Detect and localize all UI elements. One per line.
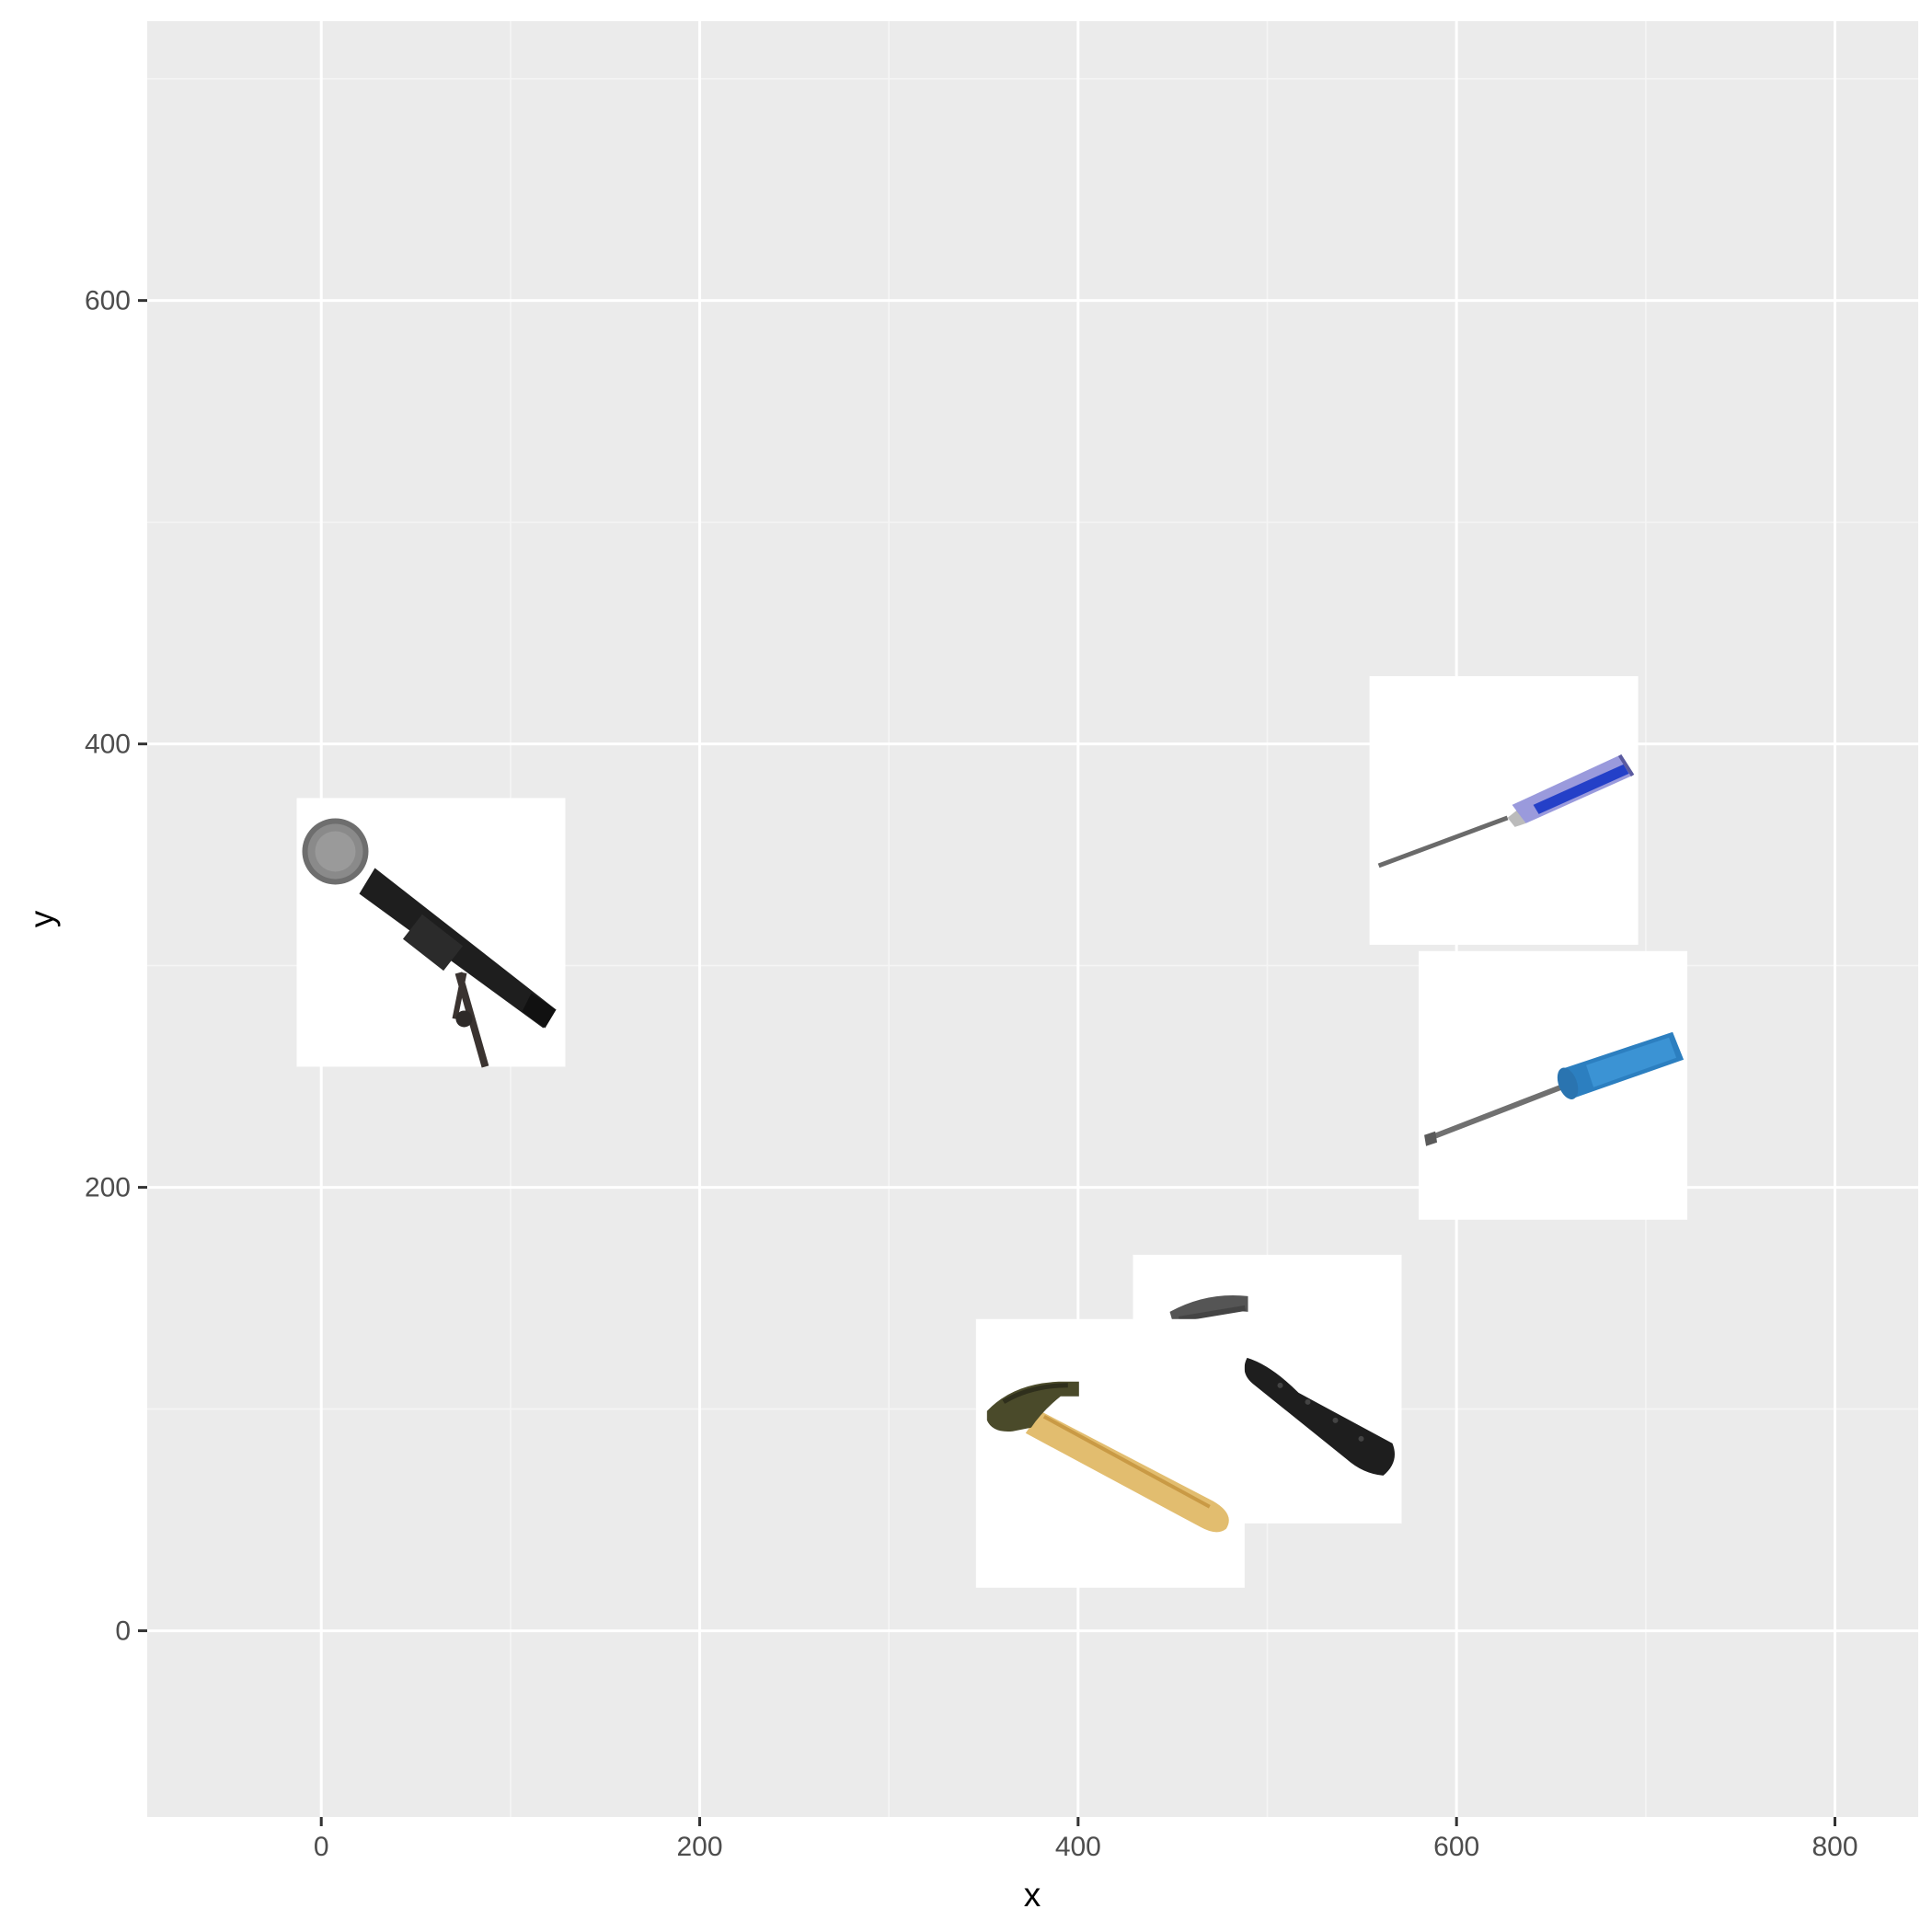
y-axis: 0 200 400 600: [85, 286, 147, 1647]
x-tick-label: 0: [314, 1832, 329, 1862]
blue-clear-screwdriver-marker: [1370, 676, 1639, 945]
y-axis-title: y: [23, 910, 61, 927]
y-tick-label: 200: [85, 1173, 131, 1203]
x-axis-title: x: [1024, 1876, 1041, 1914]
x-tick-label: 600: [1433, 1832, 1479, 1862]
x-tick-label: 200: [677, 1832, 723, 1862]
y-tick-label: 400: [85, 730, 131, 760]
y-tick-label: 600: [85, 286, 131, 316]
x-tick-label: 400: [1055, 1832, 1101, 1862]
blue-screwdriver-marker: [1419, 951, 1687, 1220]
y-tick-label: 0: [115, 1616, 131, 1647]
microphone-on-stand-marker: [296, 798, 565, 1066]
wooden-claw-hammer-marker: [976, 1319, 1245, 1588]
x-tick-label: 800: [1811, 1832, 1857, 1862]
minor-grid: [147, 21, 1918, 1817]
x-axis: 0 200 400 600 800: [314, 1817, 1858, 1862]
